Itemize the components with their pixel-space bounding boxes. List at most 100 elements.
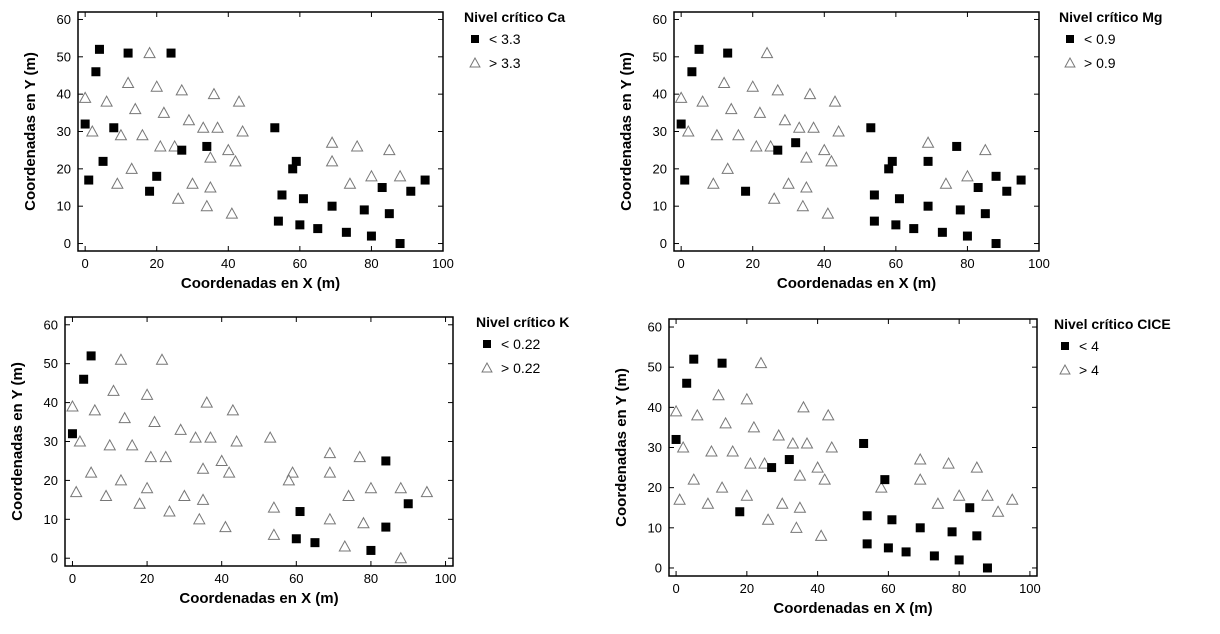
data-point-triangle (282, 473, 296, 486)
data-point-square (880, 475, 890, 485)
x-tick-label: 60 (881, 581, 895, 596)
data-point-triangle (754, 356, 768, 369)
legend: Nivel crítico CICE < 4 > 4 (1054, 316, 1171, 378)
data-point-square (671, 434, 681, 444)
data-point-triangle (747, 420, 761, 433)
series-below (67, 351, 413, 555)
data-point-triangle (338, 540, 352, 552)
y-tick-label: 20 (648, 480, 662, 495)
y-tick-label: 0 (51, 551, 58, 566)
data-point-triangle (88, 403, 102, 416)
data-point-triangle (942, 457, 955, 469)
x-tick-label: 40 (221, 256, 235, 271)
data-point-triangle (204, 151, 217, 163)
data-point-triangle (732, 128, 745, 141)
data-point-triangle (211, 121, 224, 133)
legend-entry-label: > 4 (1079, 362, 1099, 378)
data-point-triangle (800, 151, 813, 163)
data-point-triangle (204, 180, 217, 193)
y-tick-label: 40 (648, 400, 662, 415)
data-point-triangle (200, 199, 214, 212)
data-point-triangle (263, 431, 277, 443)
data-point-square (767, 463, 777, 473)
legend: Nivel crítico Mg < 0.9 > 0.9 (1059, 9, 1162, 71)
data-point-square (94, 44, 104, 54)
y-tick-label: 10 (44, 512, 58, 527)
data-point-triangle (140, 481, 154, 494)
x-tick-label: 80 (364, 571, 378, 586)
data-point-square (381, 522, 391, 532)
data-point-square (384, 209, 394, 219)
data-point-square (295, 220, 305, 230)
data-point-triangle (357, 516, 370, 529)
y-tick-label: 50 (44, 356, 58, 371)
x-axis-label: Coordenadas en X (m) (777, 275, 936, 292)
data-point-triangle (772, 428, 786, 441)
y-tick-label: 20 (57, 161, 71, 176)
data-point-triangle (148, 415, 161, 428)
x-tick-label: 60 (889, 256, 903, 271)
x-axis-label: Coordenadas en X (m) (181, 275, 340, 292)
data-point-triangle (740, 489, 754, 501)
data-point-triangle (136, 128, 149, 141)
data-point-triangle (803, 87, 817, 100)
data-point-triangle (171, 192, 185, 204)
data-point-square (359, 205, 369, 215)
legend-entry-label: < 0.22 (501, 336, 541, 352)
data-point-triangle (196, 121, 210, 133)
data-point-square (955, 205, 965, 215)
data-point-triangle (931, 497, 945, 509)
data-point-square (288, 164, 298, 174)
data-point-triangle (393, 169, 407, 182)
data-point-triangle (128, 102, 142, 115)
data-point-triangle (676, 440, 690, 453)
data-point-triangle (111, 177, 124, 189)
data-point-triangle (793, 469, 807, 481)
data-point-triangle (229, 154, 242, 167)
y-tick-label: 40 (57, 87, 71, 102)
data-point-triangle (821, 207, 835, 219)
legend-title: Nivel crítico Ca (464, 9, 565, 25)
data-point-square (887, 156, 897, 166)
data-point-square (145, 186, 155, 196)
data-point-triangle (991, 505, 1005, 517)
data-point-triangle (174, 423, 187, 435)
data-point-square (741, 186, 751, 196)
data-point-triangle (724, 102, 738, 115)
data-point-triangle (144, 450, 158, 463)
data-point-square (341, 227, 351, 237)
data-point-triangle (701, 497, 715, 509)
data-point-triangle (215, 454, 229, 466)
data-point-triangle (267, 501, 281, 513)
data-point-triangle (230, 434, 243, 447)
data-point-square (965, 503, 975, 513)
data-point-triangle (178, 489, 191, 501)
y-tick-label: 60 (44, 317, 58, 332)
legend-title: Nivel crítico Mg (1059, 9, 1162, 25)
data-point-square (395, 239, 405, 249)
data-point-triangle (874, 481, 888, 493)
scatter-panel-3: 0 20 40 60 80 100 0 10 20 30 40 50 60 Coordenadas en … (9, 316, 456, 607)
data-point-triangle (325, 136, 339, 148)
data-point-triangle (420, 485, 434, 498)
data-point-square (891, 220, 901, 230)
data-point-square (947, 527, 957, 537)
data-point-square (98, 156, 108, 166)
legend-triangle-marker (1064, 57, 1076, 68)
data-point-square (177, 145, 187, 155)
data-point-square (67, 429, 77, 439)
data-point-triangle (200, 396, 214, 408)
x-tick-label: 80 (952, 581, 966, 596)
y-tick-label: 10 (648, 520, 662, 535)
data-point-square (773, 145, 783, 155)
data-point-square (869, 216, 879, 226)
data-point-triangle (133, 497, 146, 509)
data-point-triangle (818, 473, 832, 485)
legend-triangle-marker (1059, 364, 1071, 375)
data-point-triangle (687, 473, 701, 485)
series-below (676, 44, 1026, 249)
x-tick-label: 20 (740, 581, 754, 596)
series-above (669, 356, 1019, 541)
data-point-triangle (690, 408, 704, 421)
data-point-square (991, 171, 1001, 181)
